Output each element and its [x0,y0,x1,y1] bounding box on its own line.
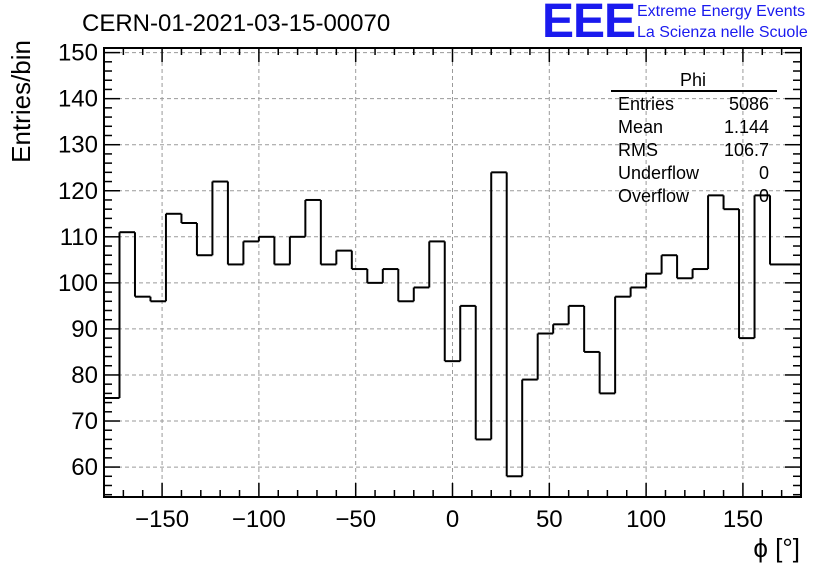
stats-label: Mean [618,117,663,137]
stats-value: 5086 [729,94,769,114]
y-axis-title: Entries/bin [6,40,36,163]
y-tick-label: 130 [58,132,98,159]
stats-value: 0 [759,163,769,183]
logo-caption-line-2: La Scienza nelle Scuole [637,24,808,41]
x-tick-label: 50 [536,506,563,533]
stats-rows: Entries 5086 Mean 1.144 RMS 106.7 Underflow 0 Ov… [618,94,769,206]
x-tick-label: 100 [626,506,666,533]
y-tick-label: 120 [58,178,98,205]
stats-box: Phi Entries 5086 Mean 1.144 RMS 106.7 Underflo… [611,70,777,206]
stats-title: Phi [680,70,706,90]
stats-label: Overflow [618,186,690,206]
x-tick-label: −100 [232,506,286,533]
logo-caption-line-1: Extreme Energy Events [637,3,806,20]
eee-logo: EEE [542,0,636,48]
grid-lines [104,48,801,497]
y-tick-label: 70 [71,408,98,435]
x-tick-labels: −150 −100 −50 0 50 100 150 [135,506,763,533]
y-tick-labels: 60 70 80 90 100 110 120 130 140 150 [58,40,98,481]
x-axis-title: ϕ [°] [753,533,800,563]
stats-label: Entries [618,94,674,114]
y-tick-label: 140 [58,86,98,113]
x-tick-label: 150 [723,506,763,533]
axis-ticks [103,48,802,497]
y-tick-label: 110 [60,224,98,251]
y-tick-label: 150 [58,40,98,67]
stats-label: Underflow [618,163,700,183]
stats-value: 0 [759,186,769,206]
x-tick-label: 0 [446,506,459,533]
y-tick-label: 80 [71,362,98,389]
y-tick-label: 90 [71,316,98,343]
stats-label: RMS [618,140,658,160]
x-tick-label: −150 [135,506,189,533]
y-tick-label: 100 [58,270,98,297]
chart-title: CERN-01-2021-03-15-00070 [82,10,391,37]
stats-value: 106.7 [724,140,769,160]
stats-value: 1.144 [724,117,769,137]
y-tick-label: 60 [71,454,98,481]
x-tick-label: −50 [335,506,376,533]
